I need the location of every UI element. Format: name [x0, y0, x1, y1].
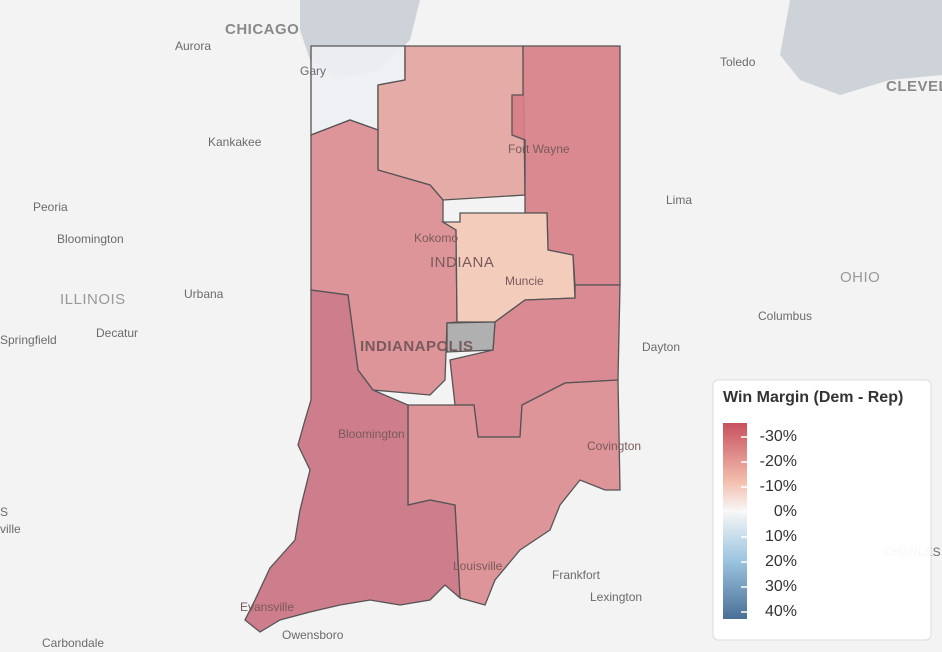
legend-tick-label: -10%: [760, 478, 797, 495]
lake-erie: [780, 0, 942, 95]
place-label: INDIANA: [430, 254, 494, 271]
place-label: Muncie: [505, 274, 544, 288]
place-label: Fort Wayne: [508, 142, 570, 156]
place-label: Bloomington: [57, 232, 124, 246]
place-label: Urbana: [184, 287, 224, 301]
legend-tick-label: -30%: [760, 428, 797, 445]
place-label: Columbus: [758, 309, 812, 323]
place-label: CHICAGO: [225, 21, 299, 38]
place-label: Carbondale: [42, 636, 104, 650]
legend-tick-label: 20%: [765, 553, 797, 570]
color-bar: [723, 423, 747, 619]
place-label: Decatur: [96, 326, 138, 340]
place-label: INDIANAPOLIS: [360, 338, 474, 355]
place-label: Lexington: [590, 590, 642, 604]
place-label: Gary: [300, 64, 326, 78]
place-label: OHIO: [840, 269, 880, 286]
place-label: S: [0, 505, 8, 519]
legend-tick-label: 0%: [774, 503, 797, 520]
district: [440, 212, 576, 323]
place-label: Kankakee: [208, 135, 262, 149]
legend-tick-label: 40%: [765, 603, 797, 620]
place-label: Lima: [666, 193, 692, 207]
legend-title: Win Margin (Dem - Rep): [723, 389, 903, 406]
place-label: Springfield: [0, 333, 57, 347]
place-label: Dayton: [642, 340, 680, 354]
district: [244, 289, 461, 633]
legend-tick-label: 10%: [765, 528, 797, 545]
place-label: ville: [0, 522, 21, 536]
place-label: ILLINOIS: [60, 291, 126, 308]
legend-box: [712, 379, 932, 641]
place-label: Owensboro: [282, 628, 344, 642]
legend-tick-label: 30%: [765, 578, 797, 595]
place-label: Frankfort: [552, 568, 601, 582]
legend-tick-label: -20%: [760, 453, 797, 470]
district: [446, 321, 496, 353]
place-label: Evansville: [240, 600, 294, 614]
place-label: Louisville: [453, 559, 503, 573]
place-labels: CHICAGO Aurora Gary Toledo CLEVELA Kanka…: [0, 21, 942, 650]
legend: Win Margin (Dem - Rep) -30% -20% -10% 0% 10%…: [712, 379, 932, 641]
place-label: Covington: [587, 439, 641, 453]
place-label: CLEVELA: [886, 78, 942, 95]
place-label: Aurora: [175, 39, 211, 53]
place-label: Bloomington: [338, 427, 405, 441]
districts: [244, 45, 621, 633]
place-label: Kokomo: [414, 231, 458, 245]
place-label: Toledo: [720, 55, 756, 69]
place-label: Peoria: [33, 200, 68, 214]
